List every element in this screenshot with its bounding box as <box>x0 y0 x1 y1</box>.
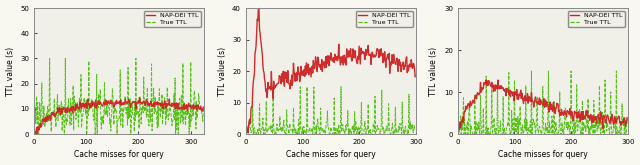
Y-axis label: TTL value (s): TTL value (s) <box>6 47 15 96</box>
Legend: NAP-DEI TTL, True TTL: NAP-DEI TTL, True TTL <box>144 11 201 27</box>
X-axis label: Cache misses for query: Cache misses for query <box>286 150 376 159</box>
Y-axis label: TTL value (s): TTL value (s) <box>429 47 438 96</box>
X-axis label: Cache misses for query: Cache misses for query <box>498 150 588 159</box>
Legend: NAP-DEI TTL, True TTL: NAP-DEI TTL, True TTL <box>568 11 625 27</box>
X-axis label: Cache misses for query: Cache misses for query <box>74 150 164 159</box>
Legend: NAP-DEI TTL, True TTL: NAP-DEI TTL, True TTL <box>356 11 413 27</box>
Y-axis label: TTL value (s): TTL value (s) <box>218 47 227 96</box>
